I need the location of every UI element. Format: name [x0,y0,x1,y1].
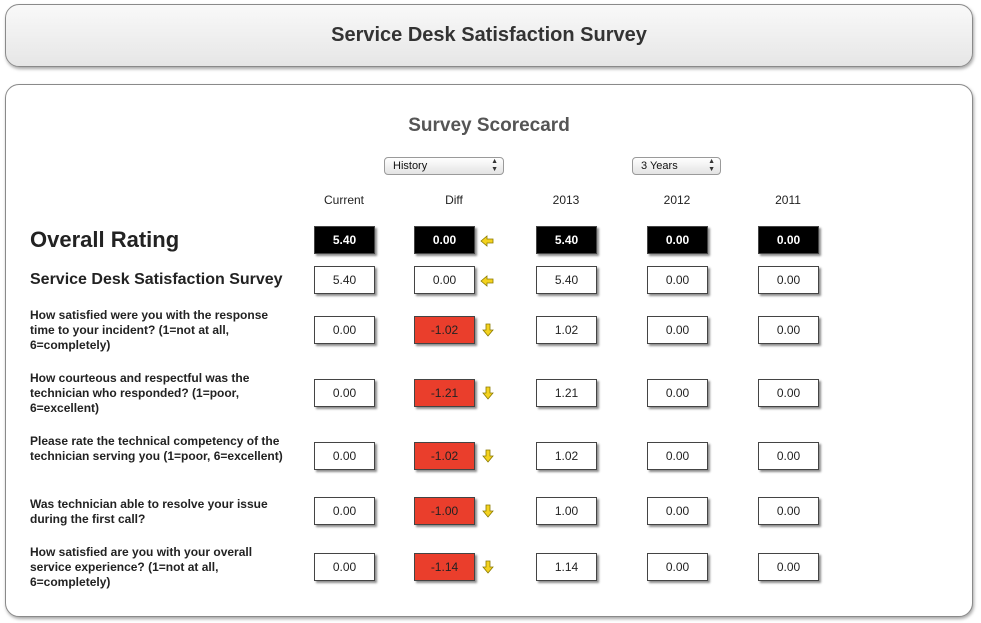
value-2012: 0.00 [647,497,708,525]
arrow-down-icon [482,386,494,400]
value-2012: 0.00 [647,553,708,581]
header-panel: Service Desk Satisfaction Survey [5,4,973,67]
value-2012: 0.00 [647,226,708,254]
value-current: 0.00 [314,497,375,525]
value-diff: -1.02 [414,442,475,470]
row-label-question: How satisfied were you with the response… [30,308,269,352]
row-label-question: Was technician able to resolve your issu… [30,497,268,526]
arrow-left-icon [480,275,494,287]
column-header-2013: 2013 [552,193,580,207]
history-select-value: History [393,160,428,172]
value-2011: 0.00 [758,226,819,254]
value-2013: 1.02 [536,442,597,470]
value-2013: 1.02 [536,316,597,344]
arrow-left-icon [480,235,494,247]
value-2011: 0.00 [758,379,819,407]
value-current: 0.00 [314,442,375,470]
arrow-down-icon [482,449,494,463]
value-current: 0.00 [314,379,375,407]
row-label-survey: Service Desk Satisfaction Survey [30,271,283,288]
row-label-question: Please rate the technical competency of … [30,434,283,463]
value-2013: 1.00 [536,497,597,525]
value-diff: 0.00 [414,226,475,254]
value-2013: 1.21 [536,379,597,407]
row-label-question: How satisfied are you with your overall … [30,545,253,589]
column-header-current: Current [323,193,364,207]
scorecard-title: Survey Scorecard [408,115,570,136]
value-2011: 0.00 [758,497,819,525]
value-2011: 0.00 [758,553,819,581]
value-diff: -1.14 [414,553,475,581]
value-current: 5.40 [314,266,375,294]
value-diff: -1.02 [414,316,475,344]
value-2011: 0.00 [758,266,819,294]
value-2012: 0.00 [647,442,708,470]
value-diff: -1.21 [414,379,475,407]
value-2013: 1.14 [536,553,597,581]
value-2011: 0.00 [758,316,819,344]
column-header-2012: 2012 [663,193,691,207]
row-label-question: How courteous and respectful was the tec… [30,371,250,415]
years-select[interactable]: 3 Years ▲ ▼ [632,157,721,175]
value-2012: 0.00 [647,316,708,344]
value-current: 0.00 [314,553,375,581]
column-header-diff: Diff [445,193,463,207]
row-label-overall-rating: Overall Rating [30,227,180,252]
value-diff: 0.00 [414,266,475,294]
value-2013: 5.40 [536,226,597,254]
value-current: 0.00 [314,316,375,344]
scorecard-panel: Survey Scorecard History ▲ ▼ 3 Years ▲ ▼ C… [5,84,973,617]
value-2013: 5.40 [536,266,597,294]
years-select-value: 3 Years [641,160,678,172]
history-select[interactable]: History ▲ ▼ [384,157,504,175]
value-current: 5.40 [314,226,375,254]
value-diff: -1.00 [414,497,475,525]
value-2011: 0.00 [758,442,819,470]
select-arrows-icon: ▲ ▼ [708,158,715,173]
page-title: Service Desk Satisfaction Survey [331,24,647,46]
arrow-down-icon [482,323,494,337]
arrow-down-icon [482,504,494,518]
select-arrows-icon: ▲ ▼ [491,158,498,173]
value-2012: 0.00 [647,266,708,294]
column-header-2011: 2011 [775,193,801,207]
arrow-down-icon [482,560,494,574]
value-2012: 0.00 [647,379,708,407]
